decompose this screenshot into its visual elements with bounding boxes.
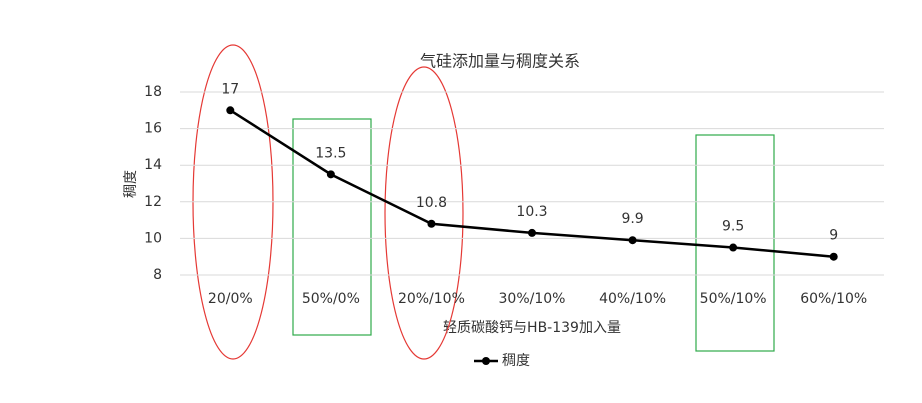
y-tick-label: 18 — [144, 84, 162, 100]
data-label: 9 — [829, 228, 838, 244]
data-label: 9.9 — [621, 211, 643, 227]
y-tick-label: 8 — [153, 267, 162, 283]
x-tick-label: 60%/10% — [800, 291, 867, 307]
point — [729, 243, 738, 252]
y-tick-label: 14 — [144, 157, 162, 173]
legend-marker — [482, 357, 490, 365]
data-label: 17 — [221, 81, 239, 97]
highlight-box — [695, 134, 775, 352]
y-tick-label: 12 — [144, 194, 162, 210]
highlight-ellipse — [384, 66, 464, 360]
point — [326, 170, 335, 179]
point — [829, 252, 838, 261]
x-tick-label: 20/0% — [208, 291, 253, 307]
x-tick-label: 50%/10% — [700, 291, 767, 307]
x-tick-label: 20%/10% — [398, 291, 465, 307]
legend-label: 稠度 — [502, 353, 530, 369]
data-label: 10.3 — [516, 204, 547, 220]
x-tick-label: 30%/10% — [499, 291, 566, 307]
x-tick-label: 50%/0% — [302, 291, 360, 307]
point — [226, 106, 235, 115]
y-tick-label: 16 — [144, 121, 162, 137]
data-label: 10.8 — [416, 195, 447, 211]
chart-title: 气硅添加量与稠度关系 — [420, 52, 580, 71]
point — [628, 236, 637, 245]
y-axis-label: 稠度 — [123, 170, 139, 198]
highlight-box — [292, 118, 372, 336]
x-tick-label: 40%/10% — [599, 291, 666, 307]
data-label: 9.5 — [722, 219, 744, 235]
point — [427, 219, 436, 228]
x-axis-label: 轻质碳酸钙与HB-139加入量 — [443, 320, 621, 336]
data-label: 13.5 — [315, 145, 346, 161]
point — [528, 228, 536, 237]
y-tick-label: 10 — [144, 230, 162, 246]
